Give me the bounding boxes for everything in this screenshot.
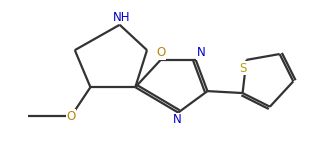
Text: NH: NH [113, 11, 131, 24]
Text: O: O [156, 46, 165, 59]
Text: S: S [240, 62, 247, 75]
Text: N: N [173, 113, 182, 126]
Text: O: O [66, 110, 76, 123]
Text: N: N [196, 46, 205, 59]
